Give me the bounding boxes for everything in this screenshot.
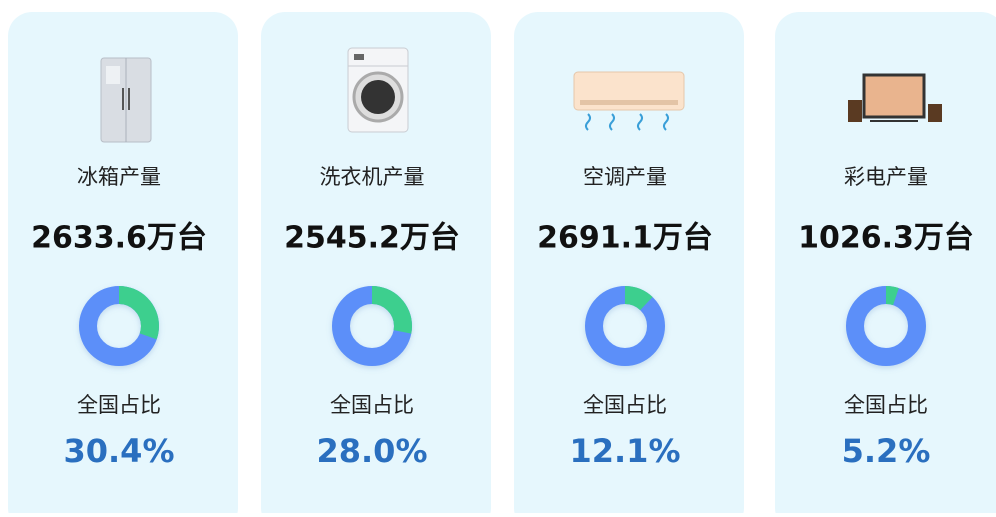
card-title: 洗衣机产量: [320, 165, 425, 189]
donut: [332, 286, 412, 366]
tv-icon: [848, 73, 942, 122]
card: [8, 12, 238, 517]
output-value: 1026.3万台: [798, 221, 974, 256]
output-value: 2633.6万台: [31, 221, 207, 256]
share-title: 全国占比: [583, 393, 667, 417]
share-percent: 12.1%: [569, 432, 680, 470]
card: [514, 12, 744, 517]
share-title: 全国占比: [77, 393, 161, 417]
donut: [585, 286, 665, 366]
fridge-icon: [100, 57, 152, 143]
card: [775, 12, 996, 517]
card-title: 冰箱产量: [77, 165, 161, 189]
output-value: 2691.1万台: [537, 221, 713, 256]
donut-share: [79, 286, 159, 366]
card-title: 空调产量: [583, 165, 667, 189]
washer-icon: [347, 47, 409, 133]
share-percent: 28.0%: [316, 432, 427, 470]
ac-icon: [573, 71, 685, 131]
card: [261, 12, 491, 517]
share-percent: 30.4%: [63, 432, 174, 470]
donut: [79, 286, 159, 366]
donut-share: [332, 286, 412, 366]
share-title: 全国占比: [844, 393, 928, 417]
share-percent: 5.2%: [842, 432, 931, 470]
icons: [100, 47, 942, 143]
output-value: 2545.2万台: [284, 221, 460, 256]
card-title: 彩电产量: [844, 165, 928, 189]
share-title: 全国占比: [330, 393, 414, 417]
donut-share: [846, 286, 926, 366]
donut-share: [585, 286, 665, 366]
donut: [846, 286, 926, 366]
